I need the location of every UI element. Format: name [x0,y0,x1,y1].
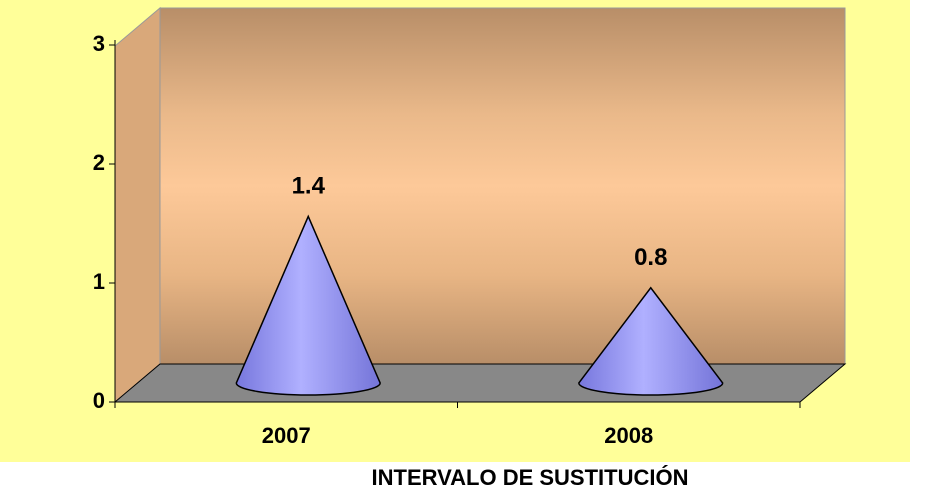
floor [113,363,847,403]
x-axis-title: INTERVALO DE SUSTITUCIÓN [372,465,689,490]
back-wall [159,7,846,365]
value-label: 0.8 [634,244,667,271]
cone [235,214,381,396]
x-tick-label: 2007 [262,423,311,448]
y-tick-label: 2 [93,150,105,175]
y-tick-label: 3 [93,31,105,56]
cone [578,286,724,396]
y-tick-label: 1 [93,269,105,294]
y-tick-label: 0 [93,388,105,413]
x-tick-label: 2008 [604,423,653,448]
value-label: 1.4 [292,173,326,200]
side-wall [114,6,161,404]
